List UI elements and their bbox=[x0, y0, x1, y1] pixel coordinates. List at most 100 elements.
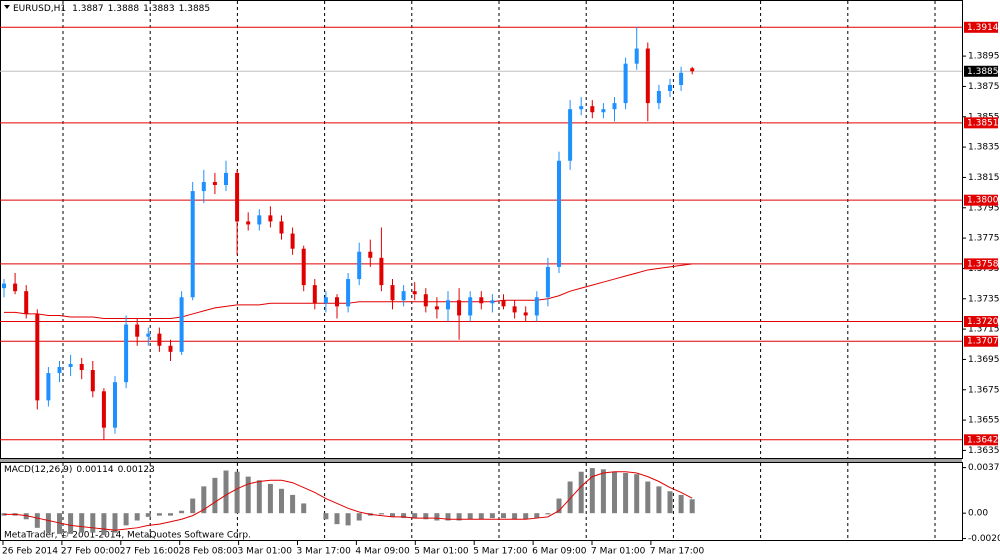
candle-body bbox=[346, 279, 351, 307]
open: 1.3887 bbox=[72, 4, 104, 14]
candle-body bbox=[656, 90, 661, 104]
macd-bar bbox=[401, 513, 407, 519]
x-tick-label: 27 Feb 16:00 bbox=[120, 547, 179, 557]
candle-body bbox=[90, 370, 95, 392]
x-tick-label: 6 Mar 09:00 bbox=[532, 547, 587, 557]
main-panel-border bbox=[0, 0, 963, 459]
macd-bar bbox=[45, 513, 51, 533]
candle-body bbox=[168, 345, 173, 352]
y-tick-label: 1.3735 bbox=[968, 294, 1000, 304]
candle-body bbox=[368, 251, 373, 258]
level-label: 1.3642 bbox=[967, 435, 999, 445]
macd-bar bbox=[567, 481, 573, 514]
y-tick-label: 1.3795 bbox=[968, 203, 1000, 213]
candle-body bbox=[379, 257, 384, 286]
low: 1.3883 bbox=[143, 4, 175, 14]
current-price-label: 1.3885 bbox=[967, 67, 999, 77]
candle-body bbox=[590, 106, 595, 113]
candle-body bbox=[679, 72, 684, 85]
macd-value: 0.00114 bbox=[76, 465, 113, 475]
close: 1.3885 bbox=[179, 4, 211, 14]
y-tick-label: 1.3695 bbox=[968, 355, 1000, 365]
candle-body bbox=[301, 248, 306, 286]
candle-body bbox=[601, 109, 606, 113]
candle-body bbox=[434, 306, 439, 310]
macd-header: MACD(12,26,9) 0.00114 0.00123 bbox=[4, 465, 155, 475]
candle-body bbox=[124, 324, 129, 383]
candle-body bbox=[179, 297, 184, 352]
y-tick-label: 1.3835 bbox=[968, 143, 1000, 153]
candle-body bbox=[24, 291, 29, 314]
level-label: 1.3800 bbox=[967, 196, 999, 206]
macd-bar bbox=[501, 513, 506, 519]
candle-body bbox=[2, 283, 6, 289]
candle-body bbox=[235, 172, 240, 222]
candle-body bbox=[479, 297, 484, 304]
candle-body bbox=[501, 300, 506, 307]
macd-bar bbox=[245, 476, 251, 514]
candle-body bbox=[246, 221, 251, 225]
macd-bar bbox=[523, 513, 529, 520]
macd-bar bbox=[179, 510, 185, 514]
candle-body bbox=[224, 172, 228, 186]
macd-bar bbox=[423, 513, 429, 520]
macd-bar bbox=[68, 513, 74, 534]
candle-body bbox=[335, 297, 339, 307]
x-tick-label: 5 Mar 17:00 bbox=[473, 547, 528, 557]
macd-bar bbox=[323, 513, 329, 520]
macd-bar bbox=[378, 513, 384, 515]
y-tick-label: 1.3815 bbox=[968, 173, 1000, 183]
candle-body bbox=[412, 291, 417, 295]
candle-body bbox=[135, 324, 140, 337]
level-label: 1.3851 bbox=[967, 118, 999, 128]
candle-body bbox=[557, 160, 561, 267]
macd-bar bbox=[23, 513, 29, 520]
macd-signal bbox=[4, 471, 693, 531]
candle-body bbox=[623, 63, 628, 104]
candle-body bbox=[545, 266, 550, 298]
candle-body bbox=[645, 48, 650, 104]
candle-body bbox=[401, 291, 406, 301]
macd-bar bbox=[356, 513, 362, 521]
macd-bar bbox=[301, 503, 307, 514]
level-label-box bbox=[964, 316, 998, 328]
macd-bar bbox=[267, 483, 273, 514]
macd-bar bbox=[623, 472, 629, 514]
candle-body bbox=[523, 312, 528, 316]
macd-bar bbox=[456, 513, 462, 521]
macd-bar bbox=[290, 494, 296, 514]
x-tick-label: 7 Mar 17:00 bbox=[650, 547, 705, 557]
candle-body bbox=[68, 363, 73, 368]
menu-arrow[interactable] bbox=[4, 5, 10, 9]
x-tick-label: 26 Feb 2014 bbox=[2, 547, 58, 557]
y-tick-label: 1.3715 bbox=[968, 325, 1000, 335]
y-tick-label: 1.3775 bbox=[968, 234, 1000, 244]
candle-body bbox=[323, 297, 328, 304]
y-tick-label: 1.3655 bbox=[968, 416, 1000, 426]
macd-bar bbox=[223, 470, 229, 514]
candle-body bbox=[290, 233, 295, 249]
macd-bar bbox=[201, 486, 207, 514]
macd-bar bbox=[168, 513, 173, 516]
candle-body bbox=[257, 215, 262, 225]
candle-body bbox=[390, 285, 395, 301]
macd-bar bbox=[34, 513, 40, 528]
candle-body bbox=[568, 109, 573, 161]
x-tick-label: 4 Mar 09:00 bbox=[355, 547, 410, 557]
candle-body bbox=[312, 285, 317, 304]
candle-body bbox=[35, 313, 40, 401]
macd-bar bbox=[467, 513, 473, 520]
macd-bar bbox=[90, 513, 96, 533]
macd-bar bbox=[656, 486, 662, 514]
macd-bar bbox=[478, 513, 484, 520]
macd-bar bbox=[212, 477, 218, 514]
macd-bar bbox=[101, 513, 107, 536]
chart-header: EURUSD,H1 1.3887 1.3888 1.3883 1.3885 bbox=[13, 4, 210, 14]
level-label-box bbox=[964, 335, 998, 347]
candle-body bbox=[201, 181, 206, 192]
candle-body bbox=[146, 333, 151, 337]
level-label-box bbox=[964, 194, 998, 206]
candle-body bbox=[101, 391, 106, 428]
macd-bar bbox=[390, 513, 395, 517]
copyright: MetaTrader, © 2001-2014, MetaQuotes Soft… bbox=[4, 531, 251, 541]
